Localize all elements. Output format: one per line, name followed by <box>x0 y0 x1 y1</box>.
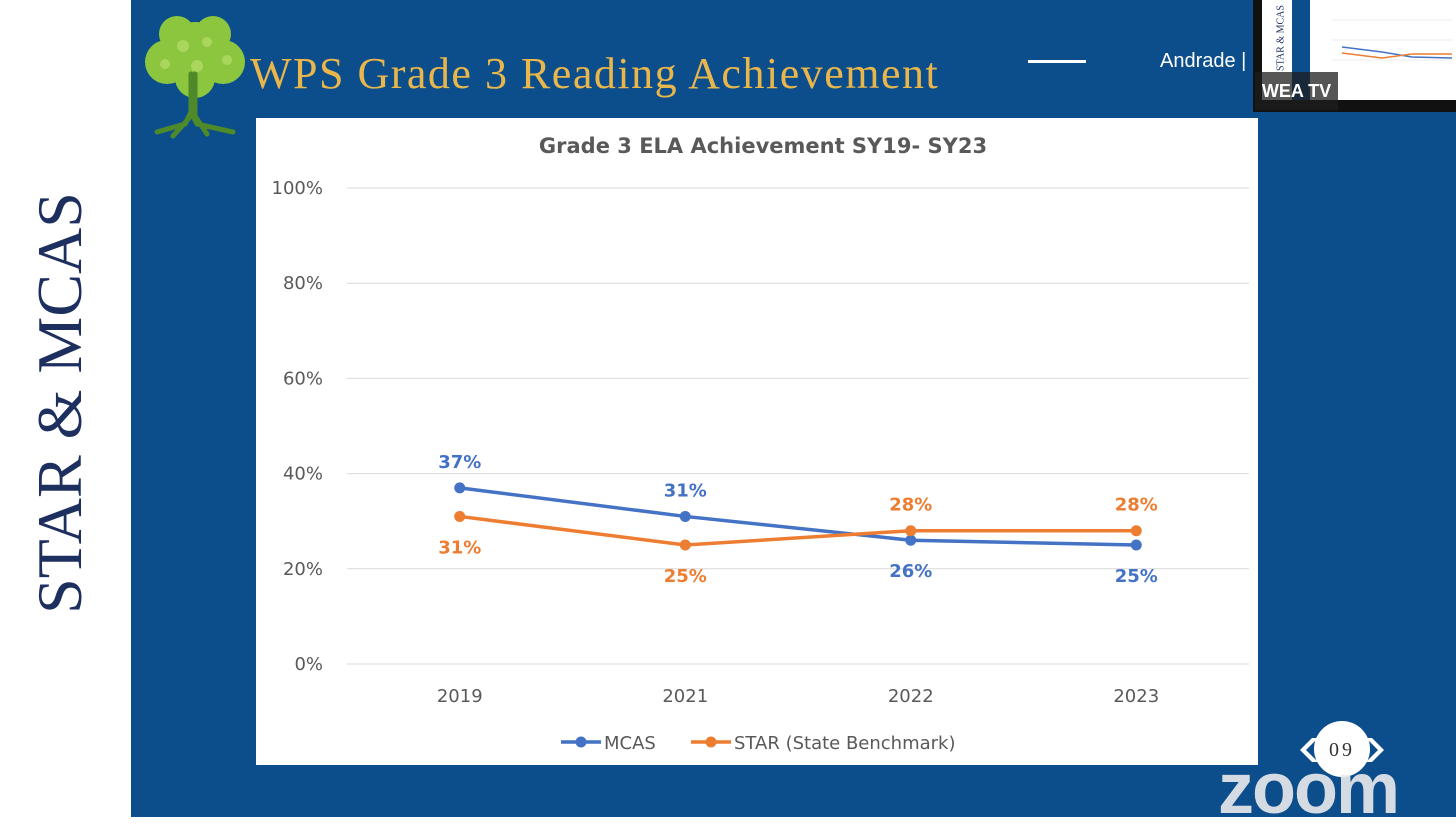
data-point <box>679 510 691 522</box>
legend-label: MCAS <box>604 733 656 754</box>
data-label: 37% <box>438 452 481 473</box>
data-point <box>1130 539 1142 551</box>
data-point <box>905 534 917 546</box>
data-label: 28% <box>1115 495 1158 516</box>
data-point <box>454 482 466 494</box>
series-line-mcas <box>459 486 1137 547</box>
x-tick-label: 2021 <box>662 686 708 707</box>
page-number: 09 <box>1329 739 1355 761</box>
title-dash <box>1028 60 1086 63</box>
data-label: 25% <box>1115 566 1158 587</box>
legend-marker <box>575 736 587 748</box>
legend-marker <box>705 736 717 748</box>
chart-title: Grade 3 ELA Achievement SY19- SY23 <box>539 134 987 158</box>
data-point <box>905 525 917 537</box>
slide-right-strip <box>1422 100 1456 745</box>
legend-label: STAR (State Benchmark) <box>734 733 956 754</box>
data-label: 31% <box>664 480 707 501</box>
data-label: 25% <box>664 566 707 587</box>
thumbnail-side-title: STAR & MCAS <box>1270 0 1293 75</box>
x-tick-label: 2019 <box>437 686 483 707</box>
page-number-badge <box>1314 721 1370 777</box>
participant-label: WEA TV <box>1255 72 1338 110</box>
left-band <box>0 0 131 817</box>
y-tick-label: 20% <box>283 559 323 580</box>
data-point <box>454 510 466 522</box>
data-point <box>1130 525 1142 537</box>
page-navigator: 09 <box>1300 721 1384 777</box>
data-label: 28% <box>889 495 932 516</box>
series-line-star <box>459 514 1137 547</box>
y-tick-label: 100% <box>272 178 323 199</box>
y-tick-label: 40% <box>283 464 323 485</box>
chart-panel: Grade 3 ELA Achievement SY19- SY23 0% 20%… <box>256 118 1258 765</box>
slide-title: WPS Grade 3 Reading Achievement <box>250 49 940 98</box>
x-tick-label: 2023 <box>1113 686 1159 707</box>
line-chart: Grade 3 ELA Achievement SY19- SY23 0% 20%… <box>272 134 1249 754</box>
y-tick-label: 60% <box>283 368 323 389</box>
y-tick-label: 0% <box>294 654 323 675</box>
data-label: 26% <box>889 561 932 582</box>
prev-slide-icon[interactable] <box>1300 738 1318 762</box>
tree-logo-icon <box>145 16 245 139</box>
data-point <box>679 539 691 551</box>
x-tick-label: 2022 <box>888 686 934 707</box>
data-label: 31% <box>438 537 481 558</box>
presenter-name: Andrade | <box>1160 50 1247 72</box>
side-title: STAR & MCAS <box>24 192 95 614</box>
next-slide-icon[interactable] <box>1366 738 1384 762</box>
zoom-watermark: zoom <box>1218 749 1400 829</box>
y-tick-label: 80% <box>283 273 323 294</box>
